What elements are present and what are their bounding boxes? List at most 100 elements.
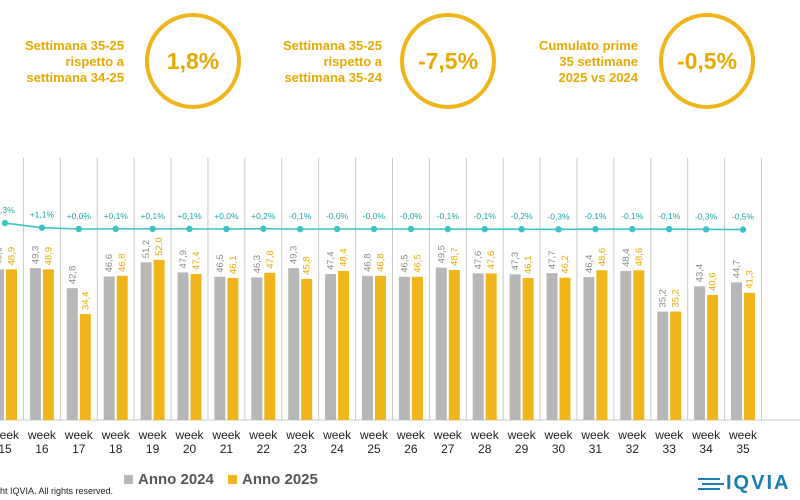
bar-label-2025: 34,4 <box>80 292 91 311</box>
x-tick-label: week <box>543 428 573 442</box>
change-point <box>297 225 304 233</box>
kpi-value-text: 1,8% <box>166 47 220 74</box>
bar-2025 <box>116 275 128 420</box>
change-point <box>370 225 378 233</box>
change-label: -0,5% <box>732 212 755 222</box>
kpi-label-line: Settimana 35-25 <box>283 38 382 53</box>
x-tick-label: 24 <box>330 442 344 456</box>
kpi-label-line: rispetto a <box>323 54 382 69</box>
bar-label-2025: 48,9 <box>43 247 54 266</box>
kpi-label-line: settimana 34-25 <box>26 70 124 85</box>
x-tick-label: week <box>617 428 647 442</box>
x-tick-label: 35 <box>736 442 750 456</box>
bar-label-2024: 47,4 <box>326 252 337 271</box>
kpi-label-line: rispetto a <box>65 54 124 69</box>
bar-2024 <box>288 268 300 420</box>
change-label: +0,0% <box>214 211 239 221</box>
bar-2024 <box>214 276 226 420</box>
change-point <box>481 225 488 233</box>
bar-2025 <box>375 275 386 420</box>
bar-2024 <box>694 286 706 420</box>
logo-text: IQVIA <box>726 472 791 494</box>
bar-label-2025: 45,8 <box>302 256 313 275</box>
bar-label-2025: 47,8 <box>265 250 276 269</box>
bar-label-2024: 47,9 <box>178 250 189 269</box>
bar-2024 <box>398 276 410 420</box>
bar-label-2025: 48,6 <box>634 248 645 267</box>
bar-2025 <box>707 294 719 420</box>
bar-label-2025: 47,4 <box>191 252 202 271</box>
x-tick-label: 19 <box>146 442 160 456</box>
bar-label-2025: 48,7 <box>449 248 460 267</box>
bar-label-2024: 44,7 <box>732 260 743 279</box>
kpi-value-week-vs-lastyear: -7,5% <box>400 13 496 109</box>
change-label: -0,3% <box>695 211 718 221</box>
kpi-label-week-vs-lastyear: Settimana 35-25 rispetto a settimana 35-… <box>232 38 382 86</box>
bar-label-2025: 46,1 <box>228 256 239 275</box>
bar-2025 <box>42 269 54 420</box>
x-tick-label: 22 <box>257 442 271 456</box>
x-tick-label: 31 <box>589 442 603 456</box>
bar-2024 <box>177 272 189 420</box>
kpi-value-text: -0,5% <box>676 47 738 74</box>
x-tick-label: week <box>64 428 94 442</box>
change-label: +0,1% <box>177 211 202 221</box>
bar-2025 <box>153 259 165 420</box>
x-tick-label: week <box>0 428 20 442</box>
kpi-label-line: settimana 35-24 <box>284 70 382 85</box>
change-point <box>666 225 673 233</box>
bar-2025 <box>670 311 682 420</box>
x-tick-label: week <box>211 428 241 442</box>
x-tick-label: week <box>691 428 721 442</box>
change-point <box>186 225 193 233</box>
bar-2024 <box>140 262 152 420</box>
x-tick-label: week <box>27 428 57 442</box>
x-tick-label: week <box>138 428 168 442</box>
bar-2025 <box>227 278 239 420</box>
bar-label-2025: 46,2 <box>560 255 571 274</box>
change-label: +1,1% <box>30 210 55 220</box>
bar-label-2024: 35,2 <box>658 289 669 308</box>
bar-2024 <box>325 274 337 420</box>
bar-2024 <box>620 270 632 420</box>
legend-swatch-2024 <box>124 475 133 484</box>
x-tick-label: week <box>101 428 131 442</box>
kpi-label-line: Settimana 35-25 <box>25 38 124 53</box>
bar-label-2025: 46,8 <box>376 253 387 272</box>
kpi-label-line: 2025 vs 2024 <box>558 70 638 85</box>
bar-2024 <box>435 267 447 420</box>
x-tick-label: week <box>285 428 315 442</box>
x-tick-label: week <box>433 428 463 442</box>
x-tick-label: 28 <box>478 442 492 456</box>
bar-2025 <box>596 270 608 420</box>
x-tick-label: week <box>174 428 204 442</box>
x-tick-label: 16 <box>35 442 49 456</box>
bar-label-2025: 47,6 <box>486 251 497 270</box>
bar-label-2025: 52,0 <box>154 237 165 256</box>
change-label: -0,1% <box>584 211 607 221</box>
change-label: +0,2% <box>251 211 276 221</box>
change-point <box>1 219 9 227</box>
bar-label-2024: 49,5 <box>436 245 447 264</box>
change-label: -0,0% <box>326 211 349 221</box>
bar-2025 <box>79 314 91 420</box>
bar-label-2025: 46,5 <box>412 254 423 273</box>
bar-label-2025: 35,2 <box>671 289 682 308</box>
bar-label-2024: 47,6 <box>473 251 484 270</box>
change-point <box>149 225 156 233</box>
bar-2025 <box>448 270 460 420</box>
bar-2025 <box>633 270 645 420</box>
bar-2024 <box>472 273 484 420</box>
x-tick-label: 25 <box>367 442 381 456</box>
bar-label-2024: 47,7 <box>547 251 558 269</box>
bar-label-2024: 51,2 <box>141 240 152 259</box>
x-tick-label: 21 <box>220 442 234 456</box>
weekly-bar-chart: 48,948,9week1549,348,9week1642,834,4week… <box>0 158 800 456</box>
change-point <box>555 226 562 233</box>
bar-label-2024: 47,3 <box>510 252 521 271</box>
change-label: -0,1% <box>437 211 460 221</box>
bar-2024 <box>251 277 263 420</box>
bar-2024 <box>583 277 595 420</box>
change-point <box>223 225 230 233</box>
kpi-value-text: -7,5% <box>417 47 479 74</box>
